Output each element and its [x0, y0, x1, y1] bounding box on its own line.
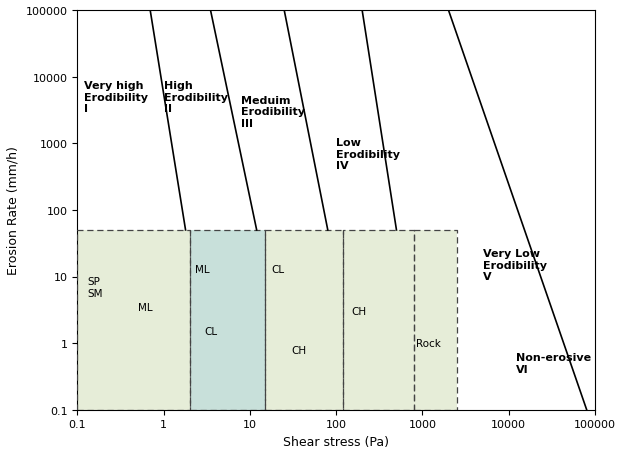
Bar [265, 230, 343, 410]
Text: SP
SM: SP SM [87, 277, 103, 298]
Text: High
Erodibility
II: High Erodibility II [163, 81, 227, 114]
Text: CL: CL [205, 327, 218, 337]
Text: Rock: Rock [416, 339, 441, 349]
Text: Meduim
Erodibility
III: Meduim Erodibility III [242, 96, 305, 129]
Text: CH: CH [291, 345, 306, 355]
Bar [414, 230, 457, 410]
Bar [189, 230, 265, 410]
Text: CH: CH [351, 307, 366, 317]
Y-axis label: Erosion Rate (mm/h): Erosion Rate (mm/h) [7, 146, 20, 275]
Text: ML: ML [138, 302, 152, 312]
Text: Low
Erodibility
IV: Low Erodibility IV [336, 138, 400, 171]
Text: Non-erosive
VI: Non-erosive VI [516, 353, 591, 374]
Bar [77, 230, 189, 410]
Bar [343, 230, 414, 410]
Text: Very high
Erodibility
I: Very high Erodibility I [84, 81, 148, 114]
X-axis label: Shear stress (Pa): Shear stress (Pa) [283, 435, 389, 448]
Text: CL: CL [272, 264, 285, 274]
Text: Very Low
Erodibility
V: Very Low Erodibility V [483, 248, 547, 282]
Text: ML: ML [195, 264, 209, 274]
